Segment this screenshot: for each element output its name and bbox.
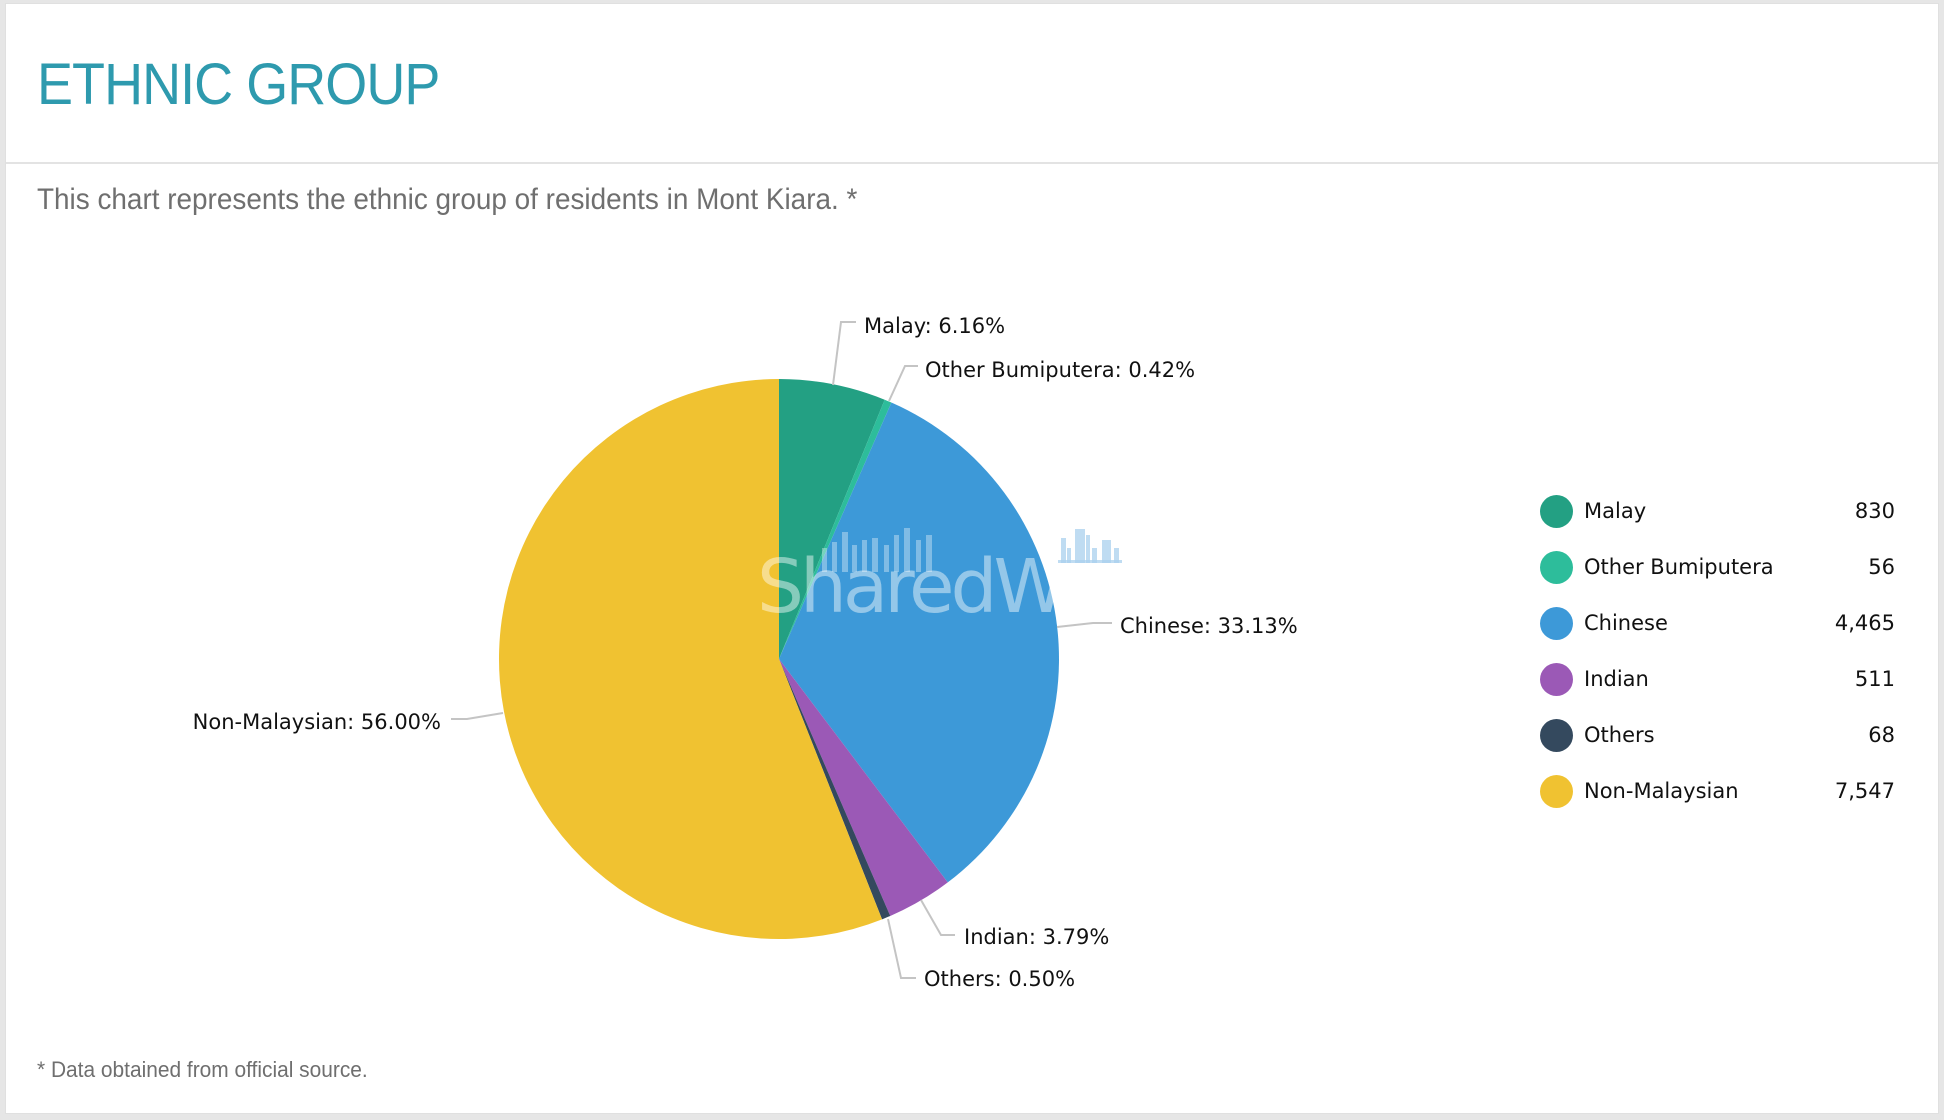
- legend-dot-icon: [1540, 774, 1573, 808]
- pie-slice-malay[interactable]: [779, 379, 885, 659]
- legend-dot-icon: [1540, 606, 1573, 640]
- data-label-others: Others: 0.50%: [924, 967, 1075, 991]
- legend-dot-icon: [1540, 494, 1573, 528]
- watermark-bars-over-pie: [822, 528, 932, 572]
- ethnic-group-card: ETHNIC GROUP This chart represents the e…: [5, 3, 1939, 1114]
- legend-item-indian[interactable]: Indian 511: [1535, 651, 1895, 707]
- bar-chart-logo-icon: [1058, 529, 1122, 563]
- legend-dot-icon: [1540, 662, 1573, 696]
- data-source-footnote: * Data obtained from official source.: [37, 1057, 368, 1082]
- connector-other-bumiputera: [888, 365, 918, 402]
- card-header: ETHNIC GROUP: [6, 4, 1938, 164]
- chart-description: This chart represents the ethnic group o…: [37, 183, 858, 216]
- pie-slice-others[interactable]: [779, 659, 891, 920]
- legend-value: 511: [1854, 667, 1895, 691]
- legend-value: 7,547: [1834, 779, 1895, 803]
- connector-non-malaysian: [451, 712, 504, 720]
- legend-label: Non-Malaysian: [1584, 779, 1739, 803]
- legend-item-non-malaysian[interactable]: Non-Malaysian 7,547: [1535, 763, 1895, 819]
- legend-item-others[interactable]: Others 68: [1535, 707, 1895, 763]
- page-title: ETHNIC GROUP: [37, 52, 440, 117]
- legend-label: Other Bumiputera: [1584, 555, 1774, 579]
- pie-slice-indian[interactable]: [779, 659, 948, 916]
- data-label-non-malaysian: Non-Malaysian: 56.00%: [193, 710, 441, 734]
- legend-dot-icon: [1540, 550, 1573, 584]
- watermark-text: SharedW: [757, 544, 1065, 630]
- pie-slices: [498, 379, 1059, 940]
- data-label-other-bumiputera: Other Bumiputera: 0.42%: [925, 358, 1195, 382]
- legend-value: 56: [1868, 555, 1895, 579]
- legend-item-chinese[interactable]: Chinese 4,465: [1535, 595, 1895, 651]
- label-connectors: [451, 321, 1112, 979]
- connector-chinese: [1056, 622, 1112, 628]
- legend-value: 68: [1868, 723, 1895, 747]
- legend-label: Indian: [1584, 667, 1649, 691]
- connector-others: [887, 918, 916, 979]
- legend-value: 4,465: [1834, 611, 1895, 635]
- legend-value: 830: [1854, 499, 1895, 523]
- legend-label: Malay: [1584, 499, 1647, 523]
- pie-slice-other-bumiputera[interactable]: [779, 399, 892, 659]
- legend-dot-icon: [1540, 718, 1573, 752]
- legend-item-other-bumiputera[interactable]: Other Bumiputera 56: [1535, 539, 1895, 595]
- legend-label: Chinese: [1584, 611, 1668, 635]
- pie-slice-chinese[interactable]: [779, 402, 1059, 883]
- data-label-chinese: Chinese: 33.13%: [1120, 614, 1298, 638]
- data-label-malay: Malay: 6.16%: [864, 314, 1005, 338]
- connector-malay: [832, 321, 856, 386]
- legend-label: Others: [1584, 723, 1655, 747]
- pie-slice-non-malaysian[interactable]: [498, 379, 883, 940]
- connector-indian: [920, 899, 955, 936]
- data-labels: Malay: 6.16% Other Bumiputera: 0.42% Chi…: [193, 314, 1298, 991]
- legend-item-malay[interactable]: Malay 830: [1535, 483, 1895, 539]
- chart-legend: Malay 830 Other Bumiputera 56 Chinese 4,…: [1535, 483, 1895, 819]
- watermark: SharedW: [757, 528, 1122, 630]
- data-label-indian: Indian: 3.79%: [964, 925, 1109, 949]
